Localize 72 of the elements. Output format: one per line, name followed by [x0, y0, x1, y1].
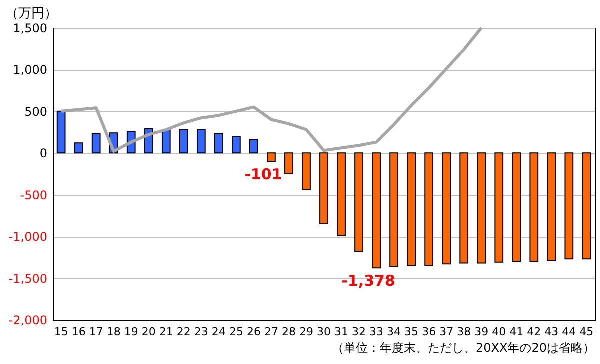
x-tick-label: 39: [474, 326, 489, 338]
x-tick-label: 26: [246, 326, 261, 338]
bar: [564, 152, 574, 260]
y-tick-label: 500: [24, 104, 48, 119]
y-tick-label: 1,000: [13, 63, 48, 78]
bar: [196, 129, 206, 154]
bar: [74, 142, 84, 154]
y-tick-label: -1,000: [8, 230, 48, 244]
bar: [267, 152, 276, 162]
bar: [354, 152, 364, 252]
x-tick-label: 18: [106, 326, 121, 338]
y-tick-label: -500: [20, 188, 48, 202]
x-tick-label: 35: [404, 326, 419, 338]
x-tick-label: 38: [457, 326, 472, 338]
bar: [407, 152, 416, 266]
x-tick-label: 22: [176, 326, 191, 338]
bar: [302, 152, 311, 190]
x-tick-label: 28: [282, 326, 296, 338]
bar: [320, 152, 328, 225]
x-tick-label: 29: [299, 326, 314, 338]
bar: [162, 129, 171, 154]
x-tick-label: 45: [580, 326, 594, 338]
x-tick-label: 31: [334, 326, 349, 338]
x-tick-label: 32: [352, 326, 366, 338]
bar: [530, 152, 539, 262]
y-tick-label: 0: [40, 146, 48, 161]
x-tick-label: 23: [194, 326, 208, 338]
bar: [92, 133, 101, 154]
x-tick-label: 42: [527, 326, 542, 338]
y-tick-label: -2,000: [8, 314, 48, 328]
text: （単位：年度末、ただし、20XX年の20は省略）: [332, 341, 595, 355]
bar: [494, 152, 504, 263]
x-tick-label: 37: [440, 326, 454, 338]
x-tick-label: 17: [89, 326, 104, 338]
x-tick-label: 15: [54, 326, 68, 338]
bar: [390, 152, 398, 268]
bar: [214, 133, 224, 154]
x-tick-label: 43: [544, 326, 559, 338]
x-tick-label: 41: [510, 326, 524, 338]
y-tick-label: -1,500: [8, 272, 48, 286]
x-tick-label: 21: [159, 326, 174, 338]
bar: [442, 152, 452, 265]
y-tick-label: 1,500: [13, 22, 48, 36]
x-tick-label: 30: [317, 326, 331, 338]
data-label: -1,378: [342, 272, 396, 290]
line-series: [60, 26, 484, 153]
x-tick-label: 25: [229, 326, 244, 338]
bar: [512, 152, 522, 262]
x-tick-label: 40: [492, 326, 506, 338]
x-tick-label: 33: [370, 326, 384, 338]
bar: [337, 152, 346, 236]
x-tick-label: 34: [387, 326, 402, 338]
x-tick-label: 19: [124, 326, 138, 338]
bar: [424, 152, 434, 266]
y-axis-title: （万円）: [6, 6, 58, 22]
x-tick-label: 44: [562, 326, 576, 338]
bar: [56, 110, 66, 154]
bar: [547, 152, 556, 262]
bar: [372, 152, 381, 269]
bar: [232, 136, 241, 154]
data-label: -101: [244, 166, 282, 184]
bar: [179, 129, 188, 154]
bar: [284, 152, 294, 174]
x-tick-label: 24: [212, 326, 226, 338]
bar: [477, 152, 486, 264]
x-tick-label: 27: [264, 326, 278, 338]
x-tick-label: 36: [422, 326, 436, 338]
bar: [582, 152, 592, 260]
bar: [460, 152, 469, 264]
x-tick-label: 16: [72, 326, 86, 338]
x-tick-label: 20: [142, 326, 156, 338]
bar: [250, 139, 258, 154]
